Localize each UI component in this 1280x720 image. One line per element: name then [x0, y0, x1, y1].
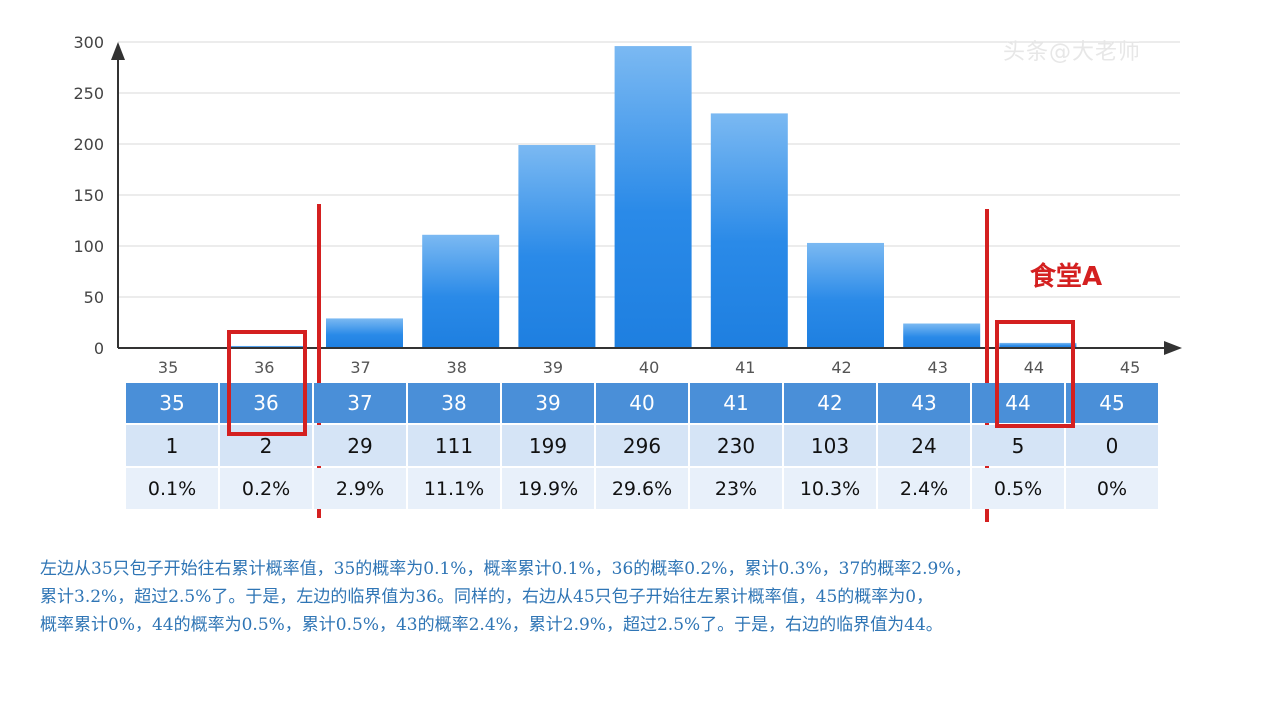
y-tick-label: 150: [73, 186, 104, 205]
count-cell: 29: [314, 425, 406, 466]
probability-cell: 0%: [1066, 468, 1158, 509]
bar: [422, 234, 500, 348]
bar: [807, 242, 884, 348]
y-tick-label: 50: [84, 288, 104, 307]
x-tick-label: 36: [254, 358, 274, 377]
y-axis-ticks: 0 50 100 150 200 250 300: [73, 33, 104, 358]
bars: [133, 46, 1077, 349]
probability-cell: 19.9%: [502, 468, 594, 509]
count-cell: 2: [220, 425, 312, 466]
bar: [903, 323, 981, 348]
x-axis-arrow-icon: [1164, 341, 1182, 355]
probability-table: 35 36 37 38 39 40 41 42 43 44 45 1 2 29 111 199 296 230 1…: [124, 381, 1160, 511]
probability-cell: 0.5%: [972, 468, 1064, 509]
x-tick-label: 39: [543, 358, 563, 377]
y-tick-label: 300: [73, 33, 104, 52]
count-cell: 296: [596, 425, 688, 466]
count-cell: 103: [784, 425, 876, 466]
value-cell: 42: [784, 383, 876, 423]
x-tick-label: 41: [735, 358, 755, 377]
x-tick-label: 40: [639, 358, 659, 377]
value-cell: 38: [408, 383, 500, 423]
x-tick-label: 35: [158, 358, 178, 377]
x-tick-label: 43: [928, 358, 948, 377]
x-tick-label: 38: [447, 358, 467, 377]
value-row: 35 36 37 38 39 40 41 42 43 44 45: [126, 383, 1158, 423]
value-cell: 39: [502, 383, 594, 423]
probability-cell: 0.1%: [126, 468, 218, 509]
explanation-text: 左边从35只包子开始往右累计概率值，35的概率为0.1%，概率累计0.1%，36…: [40, 559, 972, 635]
count-cell: 230: [690, 425, 782, 466]
count-cell: 5: [972, 425, 1064, 466]
value-cell: 40: [596, 383, 688, 423]
x-tick-label: 42: [831, 358, 851, 377]
x-tick-label: 44: [1024, 358, 1044, 377]
x-axis-ticks: 35 36 37 38 39 40 41 42 43 44 45: [158, 358, 1140, 377]
value-cell: 36: [220, 383, 312, 423]
bar: [614, 46, 692, 349]
bar: [518, 145, 596, 348]
probability-cell: 11.1%: [408, 468, 500, 509]
probability-cell: 2.4%: [878, 468, 970, 509]
value-cell: 35: [126, 383, 218, 423]
probability-cell: 2.9%: [314, 468, 406, 509]
count-cell: 1: [126, 425, 218, 466]
value-cell: 45: [1066, 383, 1158, 423]
y-tick-label: 0: [94, 339, 104, 358]
probability-row: 0.1% 0.2% 2.9% 11.1% 19.9% 29.6% 23% 10.3% 2.4% 0…: [126, 468, 1158, 509]
count-row: 1 2 29 111 199 296 230 103 24 5 0: [126, 425, 1158, 466]
probability-cell: 23%: [690, 468, 782, 509]
x-tick-label: 37: [350, 358, 370, 377]
count-cell: 111: [408, 425, 500, 466]
watermark: 头条@大老师: [1003, 40, 1142, 65]
value-cell: 43: [878, 383, 970, 423]
count-cell: 24: [878, 425, 970, 466]
probability-cell: 29.6%: [596, 468, 688, 509]
y-tick-label: 100: [73, 237, 104, 256]
y-tick-label: 250: [73, 84, 104, 103]
probability-cell: 10.3%: [784, 468, 876, 509]
value-cell: 41: [690, 383, 782, 423]
count-cell: 0: [1066, 425, 1158, 466]
y-tick-label: 200: [73, 135, 104, 154]
value-cell: 37: [314, 383, 406, 423]
canteen-a-label: 食堂A: [1030, 262, 1103, 292]
x-tick-label: 45: [1120, 358, 1140, 377]
value-cell: 44: [972, 383, 1064, 423]
count-cell: 199: [502, 425, 594, 466]
probability-cell: 0.2%: [220, 468, 312, 509]
bar: [326, 318, 403, 348]
y-axis-arrow-icon: [111, 42, 125, 60]
bar: [710, 113, 788, 349]
